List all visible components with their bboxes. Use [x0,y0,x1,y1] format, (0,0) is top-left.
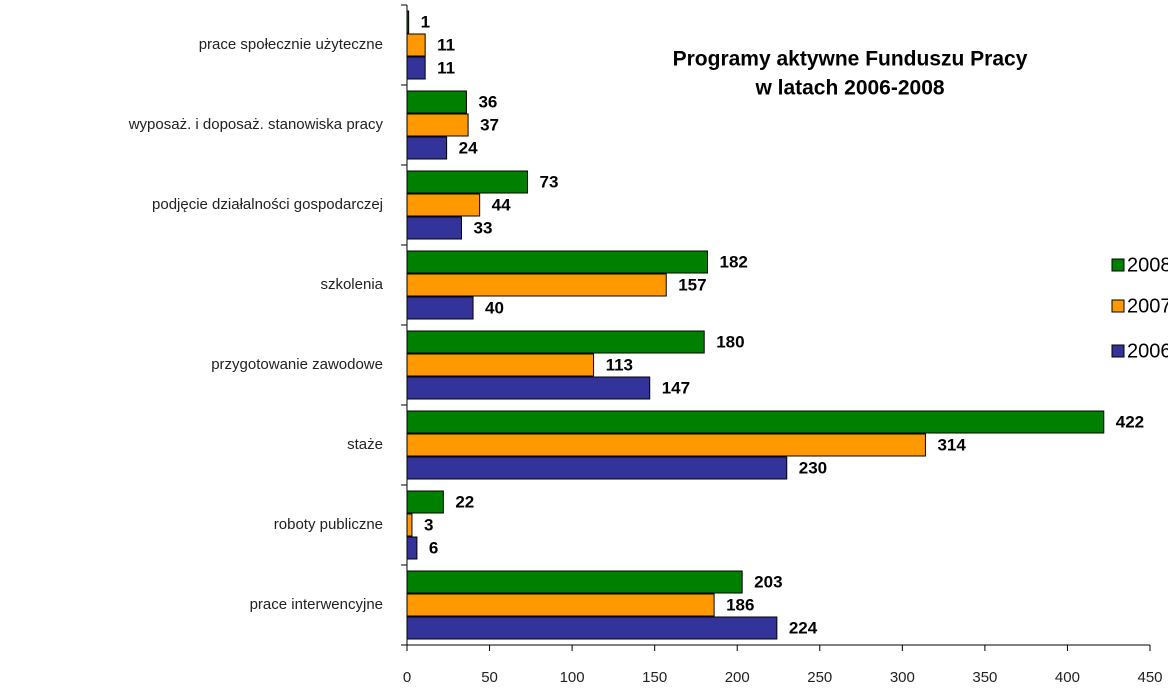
data-label: 314 [937,435,966,454]
x-tick-label: 50 [481,669,498,686]
data-label: 186 [726,595,754,614]
data-label: 73 [540,172,559,191]
category-label: wyposaż. i doposaż. stanowiska pracy [128,116,384,133]
bar [406,490,444,514]
x-tick-label: 200 [725,669,750,686]
x-tick-label: 350 [972,669,997,686]
category-label: podjęcie działalności gospodarczej [152,196,383,213]
data-label: 36 [478,92,497,111]
bar [406,136,448,160]
bar [406,433,926,457]
data-label: 3 [424,515,433,534]
bar [406,170,529,194]
data-label: 37 [480,115,499,134]
data-label: 180 [716,332,744,351]
bar [406,376,651,400]
legend-swatch [1111,344,1125,358]
x-tick-label: 100 [560,669,585,686]
bar [406,330,705,354]
category-label: roboty publiczne [274,516,383,533]
bar [406,456,788,480]
chart-title: Programy aktywne Funduszu Pracy [673,48,1028,71]
data-label: 11 [437,35,455,54]
data-label: 203 [754,572,782,591]
data-label: 24 [459,138,478,157]
legend-label: 2008 [1127,254,1168,276]
x-tick-label: 0 [403,669,411,686]
bar [406,90,467,114]
data-label: 157 [678,275,706,294]
bar [406,56,426,80]
data-label: 182 [720,252,748,271]
chart-title: w latach 2006-2008 [754,77,944,100]
bar [406,216,462,240]
bar [406,513,413,537]
data-label: 22 [455,492,474,511]
data-label: 6 [429,538,438,557]
bar [406,296,474,320]
legend-label: 2006 [1127,340,1168,362]
legend-swatch [1111,258,1125,272]
data-label: 147 [662,378,690,397]
category-label: prace społecznie użyteczne [199,36,383,53]
bar [406,353,595,377]
category-label: szkolenia [320,276,383,293]
x-tick-label: 300 [890,669,915,686]
data-label: 11 [437,58,455,77]
x-tick-label: 450 [1137,669,1162,686]
bar [406,536,418,560]
category-label: prace interwencyjne [250,596,383,613]
bar [406,33,426,57]
category-label: staże [347,436,383,453]
bar [406,10,410,34]
data-label: 422 [1116,412,1144,431]
bar [406,193,481,217]
data-label: 33 [473,218,492,237]
bar [406,593,715,617]
category-label: przygotowanie zawodowe [211,356,383,373]
x-tick-label: 150 [642,669,667,686]
legend-label: 2007 [1127,295,1168,317]
bar [406,250,709,274]
legend-swatch [1111,299,1125,313]
bar [406,113,469,137]
data-label: 113 [606,355,633,374]
data-label: 1 [421,12,430,31]
bar [406,273,667,297]
bar [406,616,778,640]
data-label: 44 [492,195,511,214]
bar [406,410,1105,434]
data-label: 40 [485,298,504,317]
x-tick-label: 250 [807,669,832,686]
data-label: 230 [799,458,827,477]
bar [406,570,743,594]
x-tick-label: 400 [1055,669,1080,686]
data-label: 224 [789,618,818,637]
